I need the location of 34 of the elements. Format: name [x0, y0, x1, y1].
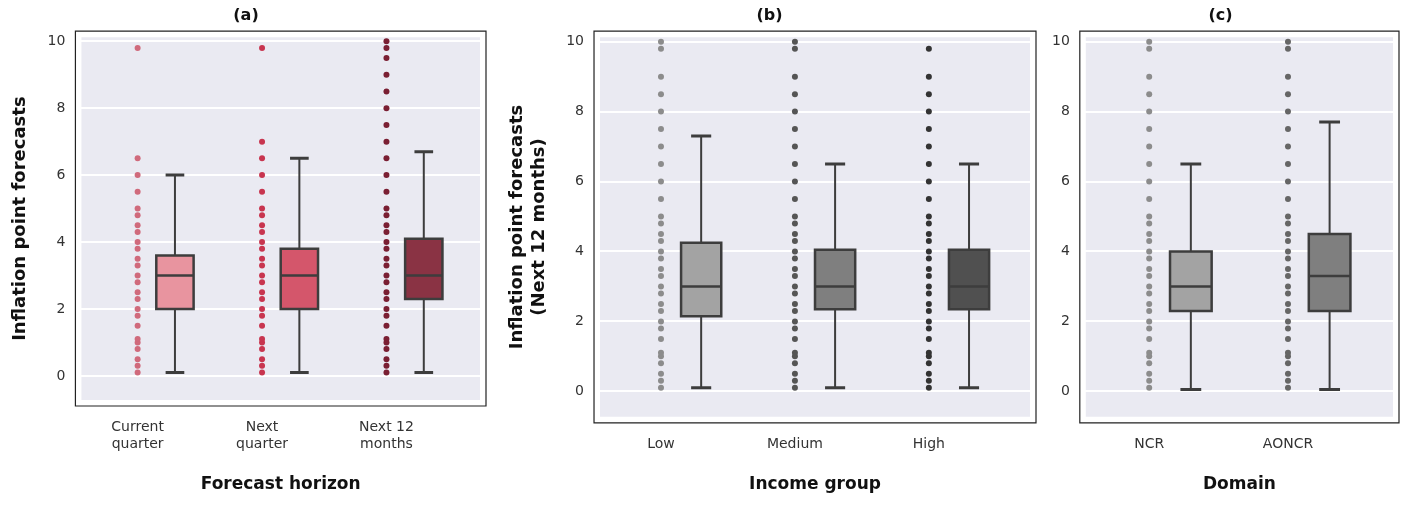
y-tick-label: 10	[47, 31, 66, 48]
y-tick-label: 4	[56, 232, 66, 249]
y-tick-label: 10	[1051, 32, 1070, 49]
y-tick-label: 2	[56, 299, 66, 316]
y-tick-label: 2	[575, 312, 585, 329]
x-tick-label: Current quarter	[111, 418, 165, 451]
x-tick-label: Low	[647, 434, 675, 451]
y-tick-label: 8	[575, 102, 585, 119]
y-axis-title: Inflation point forecasts (Next 12 months)	[505, 104, 549, 350]
y-axis-title: Inflation point forecasts	[8, 96, 30, 341]
x-tick-label: NCR	[1134, 434, 1165, 451]
y-tick-label: 0	[1060, 381, 1070, 398]
x-tick-label: Next quarter	[236, 418, 289, 451]
x-tick-label: High	[912, 434, 945, 451]
y-tick-label: 4	[1060, 242, 1070, 259]
y-tick-label: 0	[56, 366, 66, 383]
y-tick-label: 6	[56, 165, 66, 182]
y-tick-label: 8	[56, 98, 66, 115]
x-axis-title: Forecast horizon	[200, 473, 361, 494]
y-tick-label: 8	[1060, 102, 1070, 119]
y-tick-label: 4	[575, 242, 585, 259]
x-tick-label: Next 12 months	[359, 418, 414, 451]
y-tick-label: 10	[566, 32, 585, 49]
y-tick-label: 6	[1060, 172, 1070, 189]
chart-title: (a)	[233, 4, 259, 24]
x-axis-title: Income group	[749, 473, 881, 494]
y-tick-label: 2	[1060, 312, 1070, 329]
y-tick-label: 6	[575, 172, 585, 189]
x-axis-title: Domain	[1202, 473, 1276, 494]
chart-title: (b)	[756, 4, 783, 24]
x-tick-label: AONCR	[1262, 434, 1314, 451]
y-tick-label: 0	[575, 381, 585, 398]
x-tick-label: Medium	[766, 434, 823, 451]
chart-title: (c)	[1208, 4, 1233, 24]
